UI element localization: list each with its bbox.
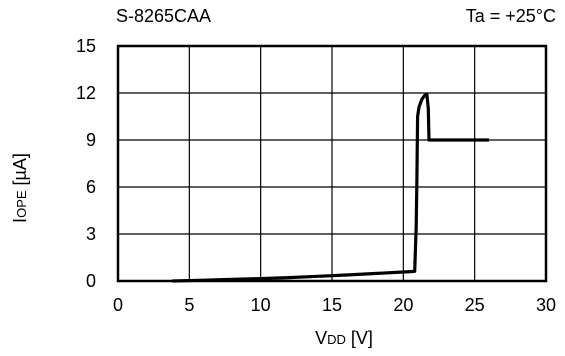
y-tick-label: 9 [86, 130, 96, 150]
chart-header-right: Ta = +25°C [466, 6, 556, 26]
y-tick-label: 0 [86, 271, 96, 291]
chart-header-left: S-8265CAA [116, 6, 211, 26]
y-tick-label: 12 [76, 83, 96, 103]
x-tick-label: 0 [113, 295, 123, 315]
x-tick-label: 20 [393, 295, 413, 315]
x-tick-label: 15 [322, 295, 342, 315]
grid [118, 46, 546, 281]
y-tick-label: 3 [86, 224, 96, 244]
y-tick-labels: 0 3 6 9 12 15 [76, 36, 96, 291]
plot-frame [116, 44, 548, 283]
x-tick-label: 30 [536, 295, 556, 315]
x-tick-label: 10 [251, 295, 271, 315]
series-layer [172, 92, 489, 283]
series-line-0 [172, 92, 489, 283]
y-tick-label: 6 [86, 177, 96, 197]
x-tick-labels: 0 5 10 15 20 25 30 [113, 295, 556, 315]
x-tick-label: 5 [184, 295, 194, 315]
y-tick-label: 15 [76, 36, 96, 56]
x-axis-label: VDD [V] [315, 328, 373, 348]
x-tick-label: 25 [465, 295, 485, 315]
y-axis-label: IOPE [µA] [10, 153, 30, 223]
